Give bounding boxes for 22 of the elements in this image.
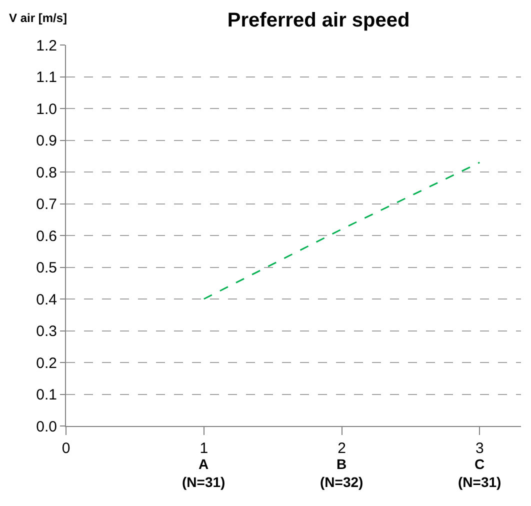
text: C (N=31): [458, 456, 502, 490]
x-tick-label: 0: [62, 440, 70, 457]
x-tick-label: 3: [475, 440, 484, 457]
text: B (N=32): [320, 456, 364, 490]
y-tick-label: 0.4: [36, 291, 57, 308]
y-tick-label: 0.3: [36, 323, 57, 340]
y-tick-label: 1.1: [36, 69, 57, 86]
y-tick-label: 0.1: [36, 386, 57, 404]
y-tick-label: 0.9: [36, 132, 57, 150]
y-tick-label: 0.6: [36, 228, 57, 245]
y-tick-label: 0.0: [36, 418, 57, 436]
x-tick-label: 2: [338, 440, 346, 457]
x-tick-label: 1: [200, 440, 208, 457]
y-tick-label: 1.2: [36, 37, 57, 54]
y-tick-label: 0.5: [36, 260, 57, 276]
y-tick-label: 0.2: [36, 354, 57, 372]
y-axis-title: V air [m/s]: [9, 11, 68, 25]
chart-title: Preferred air speed: [227, 10, 410, 32]
y-tick-label: 1.0: [36, 100, 57, 118]
text: A (N=31): [182, 456, 226, 490]
y-tick-label: 0.8: [36, 164, 57, 182]
y-tick-label: 0.7: [36, 196, 57, 213]
